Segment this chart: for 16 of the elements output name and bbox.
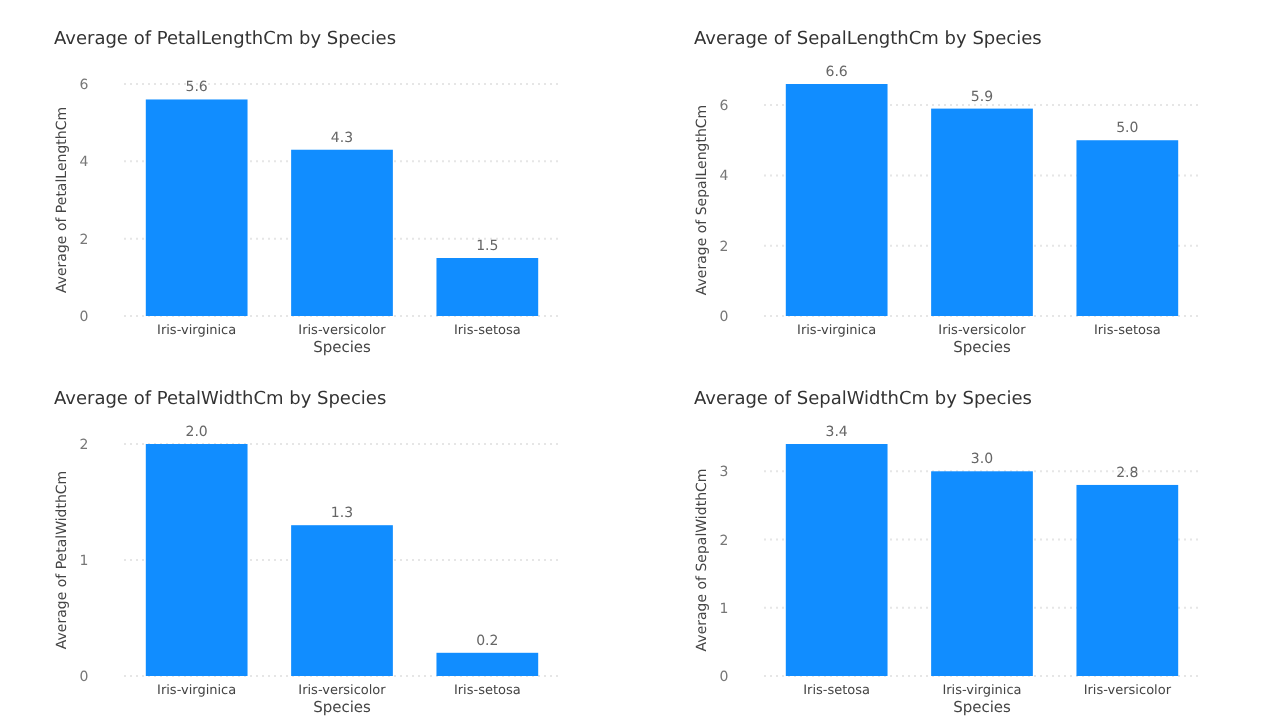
bar xyxy=(931,471,1033,676)
bar xyxy=(436,652,539,676)
chart-title: Average of SepalLengthCm by Species xyxy=(694,30,1043,50)
bar xyxy=(145,444,248,676)
bar xyxy=(145,99,248,316)
chart-title: Average of PetalWidthCm by Species xyxy=(54,390,387,410)
chart-title: Average of SepalWidthCm by Species xyxy=(694,390,1033,410)
bar xyxy=(1076,484,1179,676)
bar xyxy=(931,108,1033,316)
bar xyxy=(436,258,539,316)
chart-title: Average of PetalLengthCm by Species xyxy=(54,30,397,50)
bar xyxy=(785,84,888,316)
bar xyxy=(785,444,888,676)
bar xyxy=(291,525,393,676)
bar xyxy=(1076,140,1179,316)
bar xyxy=(291,149,393,316)
